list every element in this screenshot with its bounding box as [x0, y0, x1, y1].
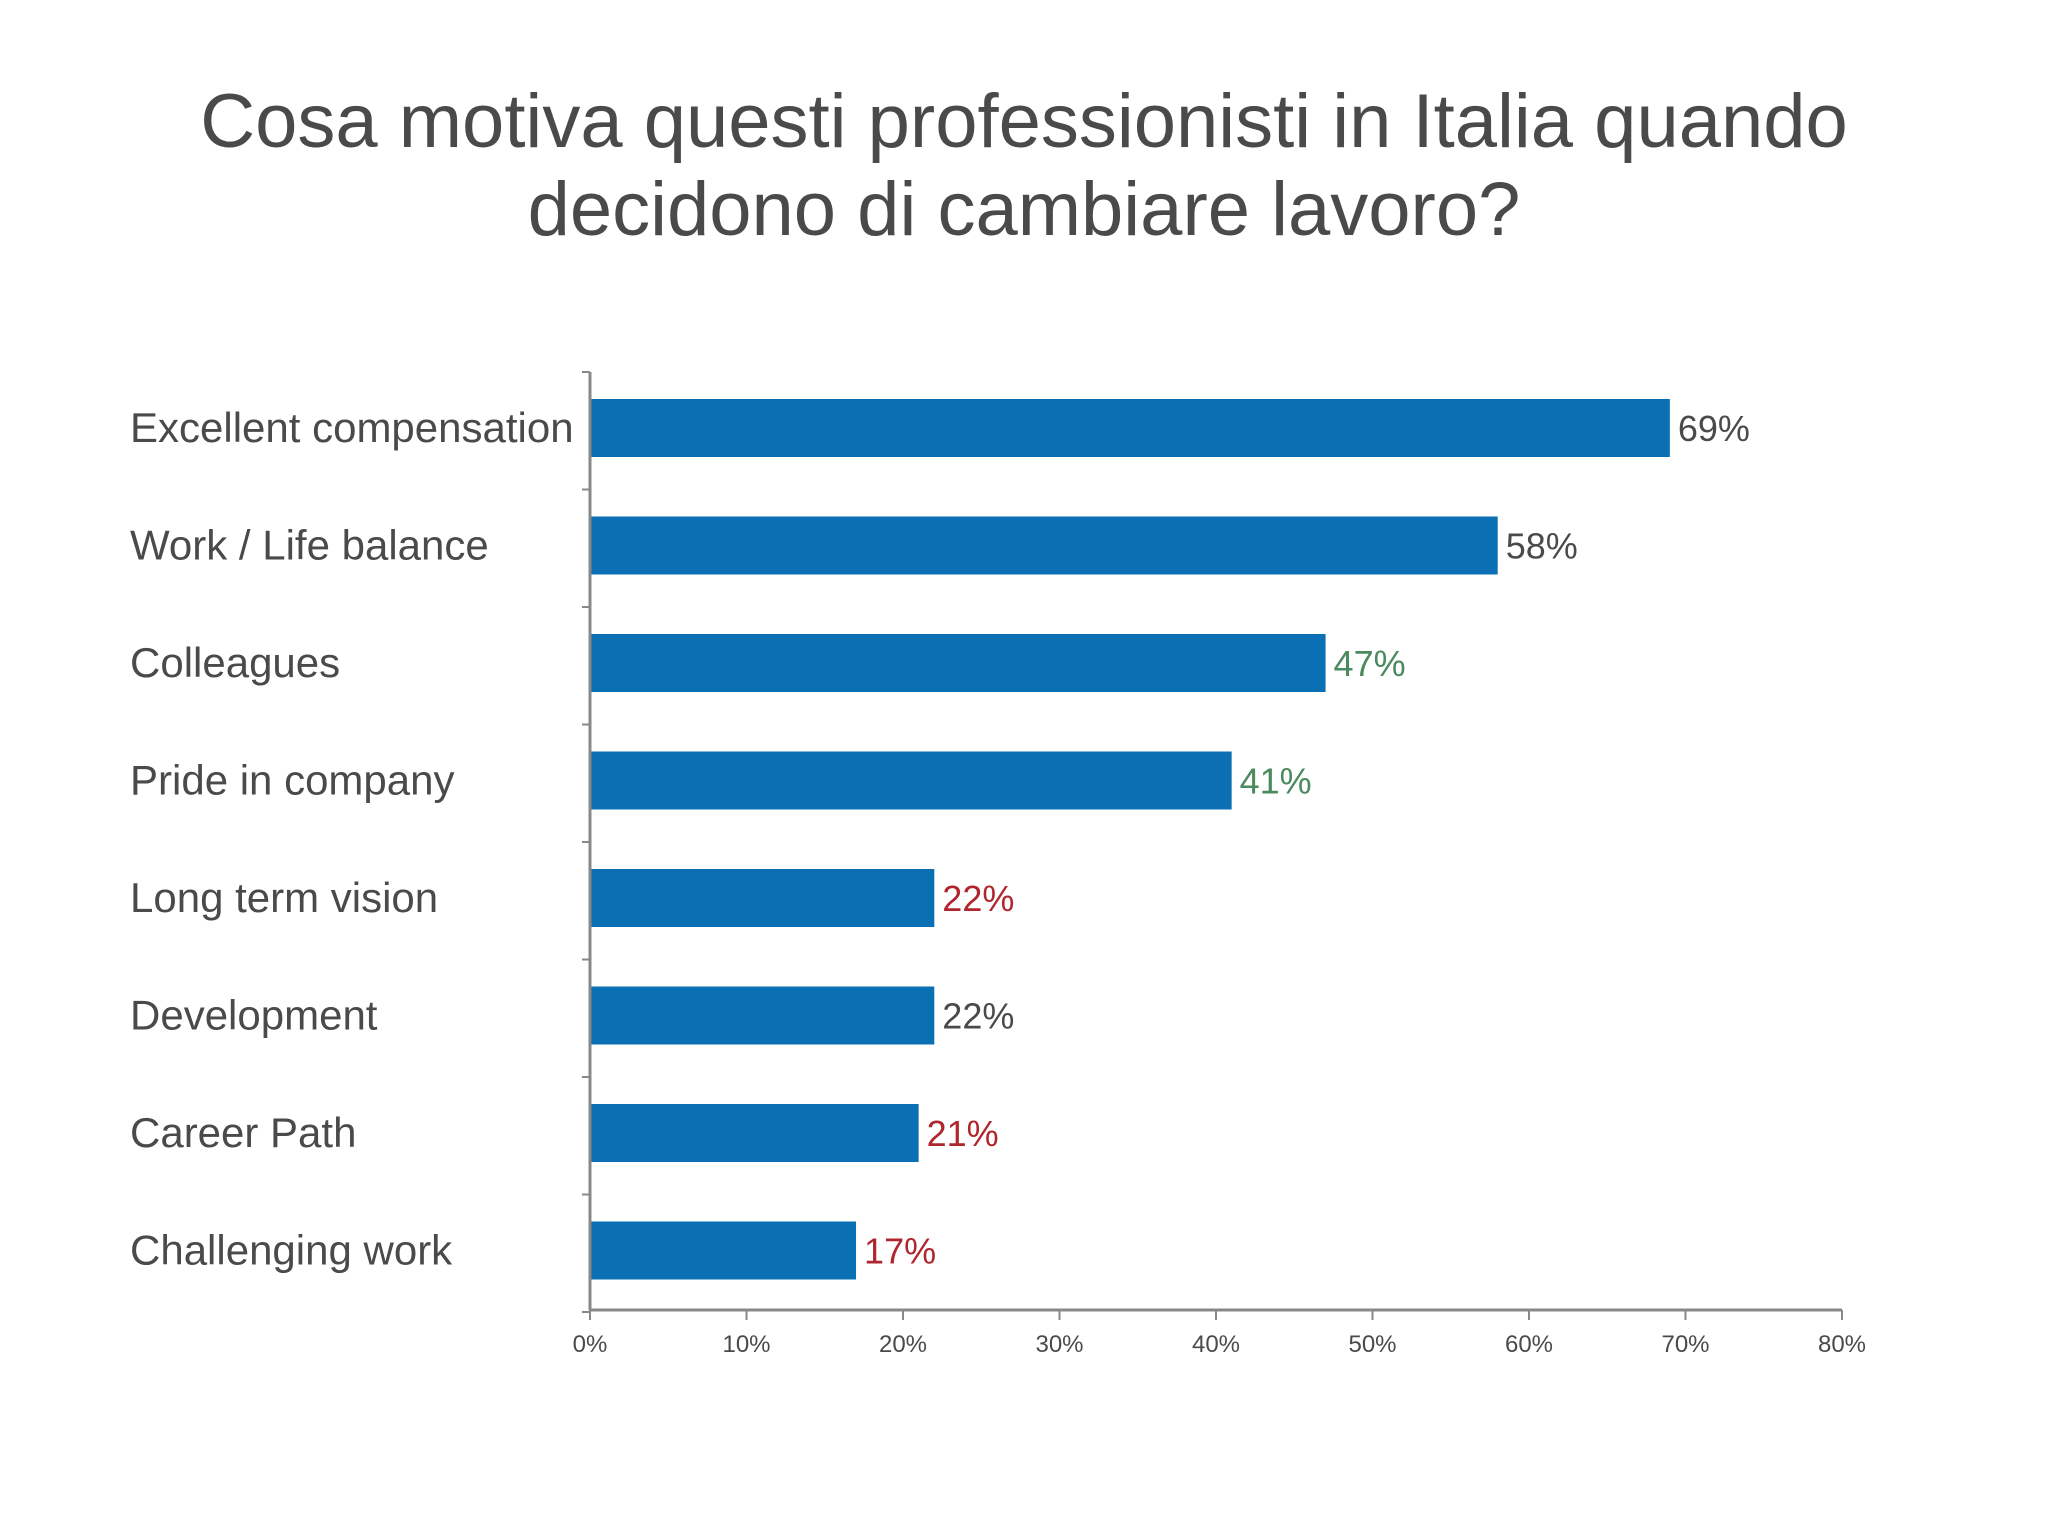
category-label: Pride in company	[130, 757, 455, 804]
bar	[590, 634, 1326, 692]
data-label: 22%	[942, 996, 1014, 1037]
x-tick-label: 10%	[722, 1331, 770, 1358]
data-label: 58%	[1506, 526, 1578, 567]
category-label: Excellent compensation	[130, 404, 574, 451]
data-label: 41%	[1240, 761, 1312, 802]
bar	[590, 1104, 919, 1162]
bar	[590, 869, 935, 927]
bar	[590, 986, 935, 1045]
category-label: Development	[130, 992, 378, 1039]
x-tick-label: 40%	[1192, 1331, 1240, 1358]
x-tick-label: 20%	[879, 1331, 927, 1358]
bars	[590, 399, 1670, 1280]
x-axis-ticks: 0% 10% 20% 30% 40% 50% 60% 70% 80%	[573, 1310, 1866, 1358]
chart-title: Cosa motiva questi professionisti in Ita…	[0, 78, 2048, 254]
category-label: Challenging work	[130, 1227, 453, 1274]
data-label: 17%	[864, 1231, 936, 1272]
category-label: Work / Life balance	[130, 522, 489, 569]
x-tick-label: 80%	[1818, 1331, 1866, 1358]
bar	[590, 1221, 857, 1280]
x-tick-label: 70%	[1661, 1331, 1709, 1358]
axes	[582, 371, 1842, 1313]
x-tick-label: 50%	[1348, 1331, 1396, 1358]
bar	[590, 516, 1498, 575]
x-tick-label: 0%	[573, 1331, 608, 1358]
category-labels: Excellent compensation Work / Life balanc…	[130, 404, 574, 1274]
category-label: Career Path	[130, 1109, 356, 1156]
data-label: 69%	[1678, 408, 1750, 449]
data-label: 21%	[927, 1113, 999, 1154]
bar	[590, 751, 1232, 810]
data-label: 47%	[1334, 643, 1406, 684]
data-label: 22%	[942, 878, 1014, 919]
category-label: Colleagues	[130, 639, 340, 686]
x-tick-label: 60%	[1505, 1331, 1553, 1358]
chart-title-line-2: decidono di cambiare lavoro?	[527, 167, 1521, 252]
category-label: Long term vision	[130, 874, 438, 921]
bar	[590, 399, 1670, 457]
chart-title-line-1: Cosa motiva questi professionisti in Ita…	[200, 79, 1848, 164]
x-tick-label: 30%	[1035, 1331, 1083, 1358]
value-labels: 69% 58% 47% 41% 22% 22% 21% 17%	[864, 408, 1750, 1272]
